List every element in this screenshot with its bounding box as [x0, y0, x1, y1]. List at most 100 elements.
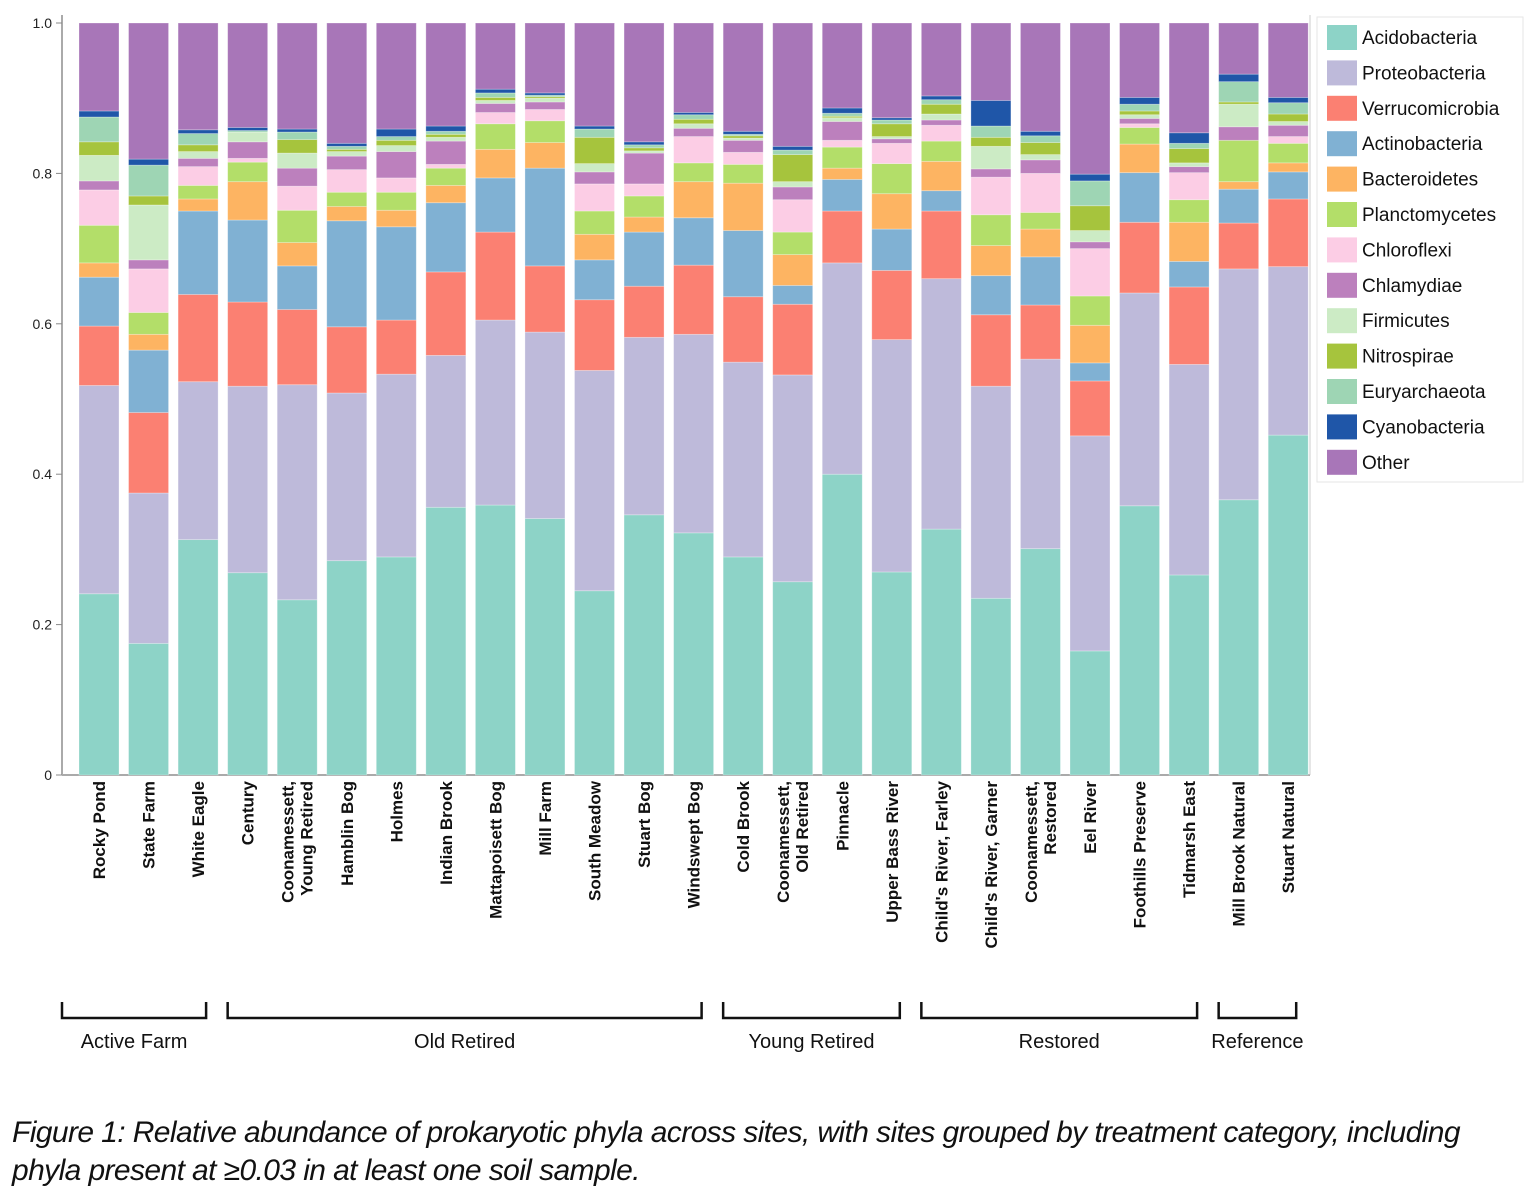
legend-label: Cyanobacteria [1362, 417, 1485, 438]
bar-segment-verrucomicrobia [326, 326, 368, 394]
bar-segment-actinobacteria [474, 177, 516, 233]
bar-segment-verrucomicrobia [623, 285, 665, 338]
bar-segment-firmicutes [1267, 121, 1309, 126]
bar-segment-euryarchaeota [128, 164, 169, 197]
bar-segment-chloroflexi [821, 139, 863, 148]
legend-label: Acidobacteria [1362, 28, 1478, 49]
x-tick-label: Tidmarsh East [1180, 781, 1199, 898]
bar-segment-verrucomicrobia [1069, 380, 1111, 437]
bar-segment-verrucomicrobia [1119, 221, 1160, 294]
bar-segment-nitrospirae [623, 147, 665, 152]
bar-segment-proteobacteria [970, 385, 1012, 599]
bar-segment-other [623, 22, 665, 143]
bar-segment-bacteroidetes [326, 206, 368, 222]
bar-segment-cyanobacteria [227, 127, 269, 131]
bar-segment-other [1069, 22, 1111, 175]
bar-segment-other [177, 22, 219, 131]
bar-segment-firmicutes [1069, 230, 1111, 243]
bar-segment-nitrospirae [1020, 142, 1061, 155]
bar-segment-actinobacteria [871, 228, 913, 271]
bar-segment-planctomycetes [524, 120, 566, 143]
bar-segment-other [1267, 22, 1309, 98]
bar-segment-nitrospirae [1168, 148, 1210, 164]
legend-swatch [1327, 379, 1357, 404]
bar-segment-planctomycetes [1168, 199, 1210, 223]
bar-segment-euryarchaeota [78, 116, 120, 143]
bar-segment-chloroflexi [375, 177, 417, 193]
legend-label: Chloroflexi [1362, 240, 1452, 261]
x-tick-label: Hamblin Bog [338, 781, 357, 886]
bar-segment-chloroflexi [1020, 172, 1061, 213]
bar-segment-euryarchaeota [871, 119, 913, 125]
bar-segment-nitrospirae [673, 118, 714, 125]
bar-segment-chlamydiae [1168, 166, 1210, 174]
bar-segment-proteobacteria [1267, 266, 1309, 436]
bar-segment-cyanobacteria [1218, 73, 1260, 83]
bar-segment-cyanobacteria [276, 128, 318, 133]
bar-segment-nitrospirae [970, 136, 1012, 147]
bar-stack [177, 22, 219, 776]
bar-segment-firmicutes [474, 100, 516, 104]
bar-segment-acidobacteria [1069, 650, 1111, 776]
bar-segment-euryarchaeota [673, 114, 714, 120]
bar-segment-chloroflexi [623, 183, 665, 197]
bar-segment-nitrospirae [574, 136, 615, 165]
bar-stack [722, 22, 764, 776]
figure-caption: Figure 1: Relative abundance of prokaryo… [12, 1116, 1461, 1187]
bar-segment-firmicutes [970, 145, 1012, 170]
bar-segment-other [425, 22, 467, 127]
legend-label: Nitrospirae [1362, 347, 1454, 368]
legend-swatch [1327, 308, 1357, 334]
x-tick-label: Windswept Bog [685, 781, 704, 908]
bar-segment-bacteroidetes [772, 254, 814, 286]
bar-stack [425, 22, 467, 776]
bar-segment-verrucomicrobia [920, 210, 962, 280]
legend-label: Actinobacteria [1362, 134, 1483, 155]
bar-segment-cyanobacteria [772, 145, 814, 151]
bar-segment-firmicutes [772, 181, 814, 188]
y-tick-label: 0.6 [33, 316, 53, 332]
bar-segment-actinobacteria [574, 259, 615, 301]
bar-segment-other [920, 22, 962, 97]
bars [78, 22, 1309, 776]
bar-segment-bacteroidetes [574, 233, 615, 261]
bar-segment-other [574, 22, 615, 127]
legend-item: Acidobacteria [1327, 25, 1478, 50]
x-tick-label: Mattapoisett Bog [486, 781, 505, 919]
bar-segment-euryarchaeota [276, 131, 318, 140]
bar-segment-chloroflexi [772, 199, 814, 233]
bar-segment-cyanobacteria [1168, 132, 1210, 144]
legend-label: Firmicutes [1362, 311, 1450, 332]
bar-segment-bacteroidetes [177, 198, 219, 212]
bar-segment-proteobacteria [177, 381, 219, 541]
group-label: Old Retired [414, 1031, 515, 1053]
bar-segment-firmicutes [326, 151, 368, 157]
bar-stack [474, 22, 516, 776]
bar-segment-other [1168, 22, 1210, 134]
x-tick-label: State Farm [140, 781, 159, 869]
group-bracket [1217, 1002, 1298, 1020]
bar-segment-bacteroidetes [821, 167, 863, 180]
bar-segment-acidobacteria [673, 532, 714, 776]
x-tick-label: Eel River [1081, 781, 1100, 854]
group-bracket [226, 1002, 703, 1020]
legend-label: Planctomycetes [1362, 205, 1496, 226]
bar-segment-firmicutes [1119, 114, 1160, 119]
bar-segment-proteobacteria [128, 492, 169, 644]
bar-segment-chlamydiae [524, 101, 566, 110]
bar-segment-euryarchaeota [1267, 102, 1309, 115]
bar-segment-bacteroidetes [524, 142, 566, 169]
bar-segment-cyanobacteria [177, 129, 219, 134]
bar-segment-actinobacteria [276, 265, 318, 310]
bar-segment-planctomycetes [425, 167, 467, 186]
bar-segment-proteobacteria [1069, 435, 1111, 652]
legend-item: Verrucomicrobia [1327, 95, 1500, 121]
x-tick-label: Foothills Preserve [1131, 781, 1150, 928]
bar-segment-verrucomicrobia [177, 294, 219, 383]
bar-segment-acidobacteria [474, 504, 516, 776]
bar-segment-verrucomicrobia [970, 314, 1012, 387]
bar-segment-chloroflexi [227, 157, 269, 163]
bar-segment-verrucomicrobia [1218, 222, 1260, 270]
bar-segment-firmicutes [574, 163, 615, 173]
legend-item: Bacteroidetes [1327, 166, 1478, 192]
